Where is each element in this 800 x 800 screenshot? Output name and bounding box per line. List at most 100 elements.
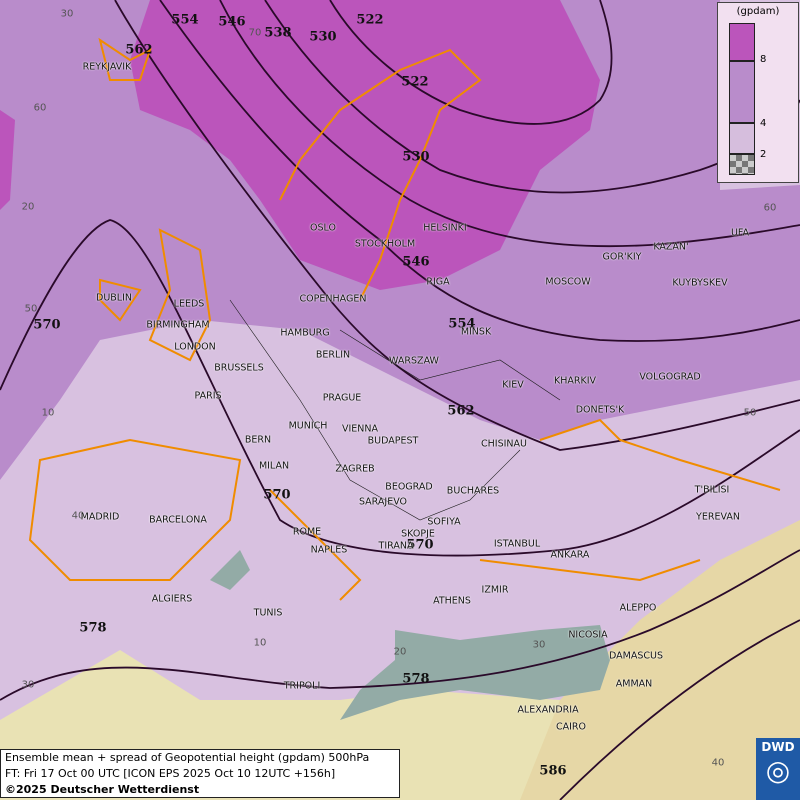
grid-label: 30 [21, 679, 35, 691]
grid-label: 10 [41, 407, 55, 419]
city-label: BEOGRAD [385, 481, 433, 493]
city-label: STOCKHOLM [354, 238, 416, 250]
legend-tick: 4 [760, 118, 767, 129]
city-label: OSLO [310, 222, 336, 234]
city-label: MADRID [80, 511, 120, 523]
city-label: BRUSSELS [214, 362, 264, 374]
contour-label: 570 [406, 537, 434, 553]
city-label: CHISINAU [481, 438, 527, 450]
contour-label: 530 [309, 29, 337, 45]
grid-label: 30 [532, 639, 546, 651]
grid-label: 10 [253, 637, 267, 649]
city-label: SOFIYA [427, 516, 461, 528]
contour-label: 546 [218, 14, 246, 30]
city-label: ALGIERS [151, 593, 193, 605]
contour-label: 586 [539, 763, 567, 779]
city-label: RIGA [426, 276, 450, 288]
city-label: MOSCOW [545, 276, 591, 288]
contour-label: 554 [171, 12, 199, 28]
city-label: HELSINKI [423, 222, 467, 234]
city-label: TRIPOLI [283, 680, 321, 692]
mediterranean-sea [340, 625, 610, 720]
contour-label: 522 [356, 12, 384, 28]
legend-swatch-high [729, 23, 755, 61]
city-label: REYKJAVIK [82, 61, 132, 73]
city-label: BARCELONA [149, 514, 207, 526]
city-label: MUNICH [288, 420, 328, 432]
city-label: SKOPJE [401, 528, 435, 540]
city-label: MILAN [258, 460, 290, 472]
city-label: ALEPPO [619, 602, 657, 614]
city-label: COPENHAGEN [299, 293, 367, 305]
city-label: DAMASCUS [609, 650, 663, 662]
city-label: SARAJEVO [358, 496, 408, 508]
contour-label: 578 [402, 671, 430, 687]
city-label: VIENNA [341, 423, 379, 435]
city-label: AMMAN [615, 678, 653, 690]
contour-label: 522 [401, 74, 429, 90]
city-label: PARIS [194, 390, 222, 402]
city-label: MINSK [460, 326, 492, 338]
grid-label: 20 [21, 201, 35, 213]
grid-label: 20 [393, 646, 407, 658]
legend-tick: 8 [760, 54, 767, 65]
city-label: WARSZAW [389, 355, 439, 367]
city-label: NAPLES [310, 544, 348, 556]
city-label: KIEV [502, 379, 524, 391]
contour-label: 570 [263, 487, 291, 503]
city-label: ROME [292, 526, 322, 538]
grid-label: 60 [33, 102, 47, 114]
borders [229, 299, 561, 521]
city-label: HAMBURG [280, 327, 330, 339]
city-label: CAIRO [555, 721, 587, 733]
city-label: ANKARA [550, 549, 590, 561]
contour-label: 562 [447, 403, 475, 419]
city-label: BIRMINGHAM [146, 319, 210, 331]
high-spread-west [0, 110, 15, 210]
city-label: BERLIN [315, 349, 351, 361]
contour-label: 538 [264, 25, 292, 41]
dwd-logo-text: DWD [761, 740, 795, 754]
swirl-icon: ◎ [765, 754, 791, 787]
city-label: BERN [244, 434, 272, 446]
city-label: KUYBYSKEV [672, 277, 728, 289]
grid-label: 40 [711, 757, 725, 769]
city-label: NICOSIA [568, 629, 608, 641]
legend: (gpdam) 8 4 2 [717, 2, 799, 183]
contour-label: 546 [402, 254, 430, 270]
tyrrhenian-sea [210, 550, 250, 590]
city-label: KAZAN' [653, 241, 689, 253]
city-label: ZAGREB [335, 463, 375, 475]
legend-swatch-mid [729, 61, 755, 123]
city-label: PRAGUE [322, 392, 362, 404]
caption-forecast-time: FT: Fri 17 Oct 00 UTC [ICON EPS 2025 Oct… [5, 767, 336, 780]
legend-swatch-checker [729, 154, 755, 175]
caption-title: Ensemble mean + spread of Geopotential h… [5, 751, 370, 764]
city-label: BUCHARES [446, 485, 500, 497]
legend-swatch-low [729, 123, 755, 154]
contour-label: 554 [448, 316, 476, 332]
grid-label: 70 [248, 27, 262, 39]
legend-tick: 2 [760, 149, 767, 160]
desert-land [500, 520, 800, 800]
legend-unit: (gpdam) [736, 6, 780, 17]
grid-label: 30 [60, 8, 74, 20]
caption-box: Ensemble mean + spread of Geopotential h… [0, 749, 400, 798]
contour-label: 562 [125, 42, 153, 58]
city-label: TIRANA [378, 540, 414, 552]
contour-label: 578 [79, 620, 107, 636]
coastlines [28, 37, 781, 601]
grid-label: 50 [743, 407, 757, 419]
city-label: BUDAPEST [367, 435, 419, 447]
grid-label: 60 [763, 202, 777, 214]
city-label: LEEDS [173, 298, 205, 310]
caption-copyright: ©2025 Deutscher Wetterdienst [5, 783, 200, 796]
city-label: ATHENS [433, 595, 471, 607]
city-label: TUNIS [253, 607, 283, 619]
grid-label: 40 [71, 510, 85, 522]
city-label: ALEXANDRIA [517, 704, 579, 716]
city-label: ISTANBUL [493, 538, 541, 550]
city-label: YEREVAN [696, 511, 740, 523]
city-label: KHARKIV [553, 375, 597, 387]
